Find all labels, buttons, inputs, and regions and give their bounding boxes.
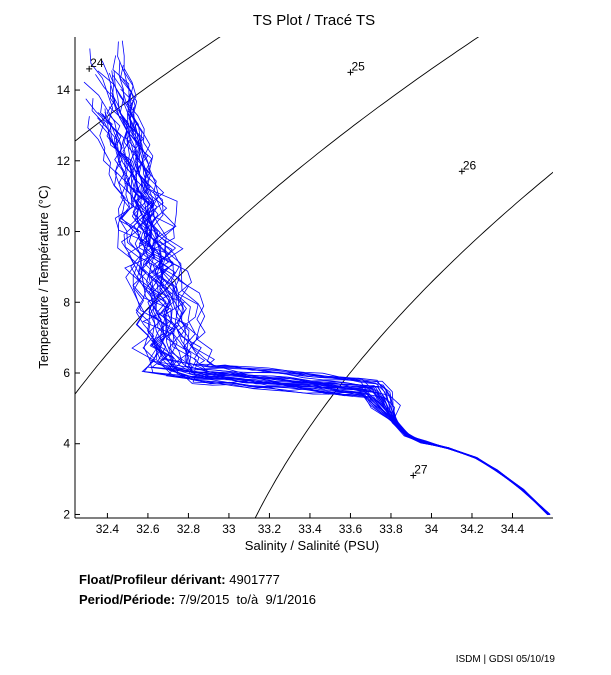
- ts-profile-line: [97, 70, 550, 515]
- ts-profile-line: [119, 115, 550, 515]
- ts-profile-line: [119, 65, 550, 515]
- ts-profile-line: [123, 120, 549, 516]
- ts-profile-line: [108, 106, 549, 516]
- isopycnal-marker: [410, 472, 417, 479]
- x-tick-label: 34: [425, 522, 439, 536]
- float-id-value: 4901777: [229, 572, 280, 587]
- x-tick-label: 33: [222, 522, 236, 536]
- y-tick-label: 12: [57, 154, 71, 168]
- isopycnal-line-25: [75, 37, 221, 142]
- isopycnal-line-27: [254, 171, 553, 518]
- isopycnal-line-24: [0, 2, 16, 550]
- x-axis-ticks: 32.4 32.6 32.8 33 33.2 33.4 33.6 33.8 34 34.2 34.4: [96, 513, 525, 536]
- x-tick-label: 33.4: [298, 522, 322, 536]
- ts-profile-line: [122, 78, 549, 515]
- x-tick-label: 32.4: [96, 522, 120, 536]
- y-axis-label: Temperature / Température (°C): [36, 185, 51, 368]
- isopycnal-marker: [86, 65, 93, 72]
- ts-profile-line: [97, 112, 551, 515]
- ts-profile-line: [111, 92, 549, 515]
- y-tick-label: 6: [63, 366, 70, 380]
- period-info-label: Period/Période:: [79, 592, 176, 607]
- ts-profile-line: [131, 107, 550, 515]
- isopycnal-marker: [347, 69, 354, 76]
- ts-profile-line: [102, 113, 550, 515]
- period-value: 7/9/2015 to/à 9/1/2016: [178, 592, 317, 607]
- ts-profile-line: [117, 41, 549, 515]
- ts-profile-line: [112, 74, 550, 515]
- y-tick-label: 14: [57, 83, 71, 97]
- isopycnal-line-26: [75, 37, 480, 395]
- credit-text: ISDM | GDSI 05/10/19: [455, 654, 555, 665]
- x-tick-label: 33.2: [258, 522, 282, 536]
- isopycnal-labels: 24 25 26 27: [86, 56, 477, 479]
- isopycnal-label-26: 26: [463, 158, 477, 172]
- float-info: Float/Profileur dérivant: 4901777: [79, 571, 280, 589]
- ts-profile-line: [120, 88, 551, 515]
- x-tick-label: 34.2: [460, 522, 484, 536]
- ts-profile-line: [126, 113, 551, 515]
- chart-title: TS Plot / Tracé TS: [253, 12, 375, 29]
- x-tick-label: 32.6: [136, 522, 160, 536]
- isopycnal-marker: [458, 168, 465, 175]
- float-info-label: Float/Profileur dérivant:: [79, 572, 226, 587]
- isopycnal-label-24: 24: [90, 56, 104, 70]
- plot-area: [75, 37, 553, 518]
- ts-profile-line: [111, 70, 549, 515]
- y-tick-label: 4: [63, 437, 70, 451]
- x-tick-label: 33.8: [379, 522, 403, 536]
- y-tick-label: 8: [63, 295, 70, 309]
- period-info: Period/Période: 7/9/2015 to/à 9/1/2016: [79, 591, 316, 609]
- ts-profiles: [83, 40, 551, 516]
- ts-profile-line: [91, 98, 549, 515]
- y-axis-ticks: 2 4 6 8 10 12 14: [57, 83, 80, 521]
- isopycnal-lines: [0, 2, 553, 550]
- y-tick-label: 2: [63, 507, 70, 521]
- isopycnal-label-25: 25: [351, 59, 365, 73]
- ts-profile-line: [118, 61, 550, 515]
- x-axis-label: Salinity / Salinité (PSU): [245, 538, 379, 553]
- ts-profile-line: [112, 55, 550, 515]
- isopycnal-label-27: 27: [414, 463, 428, 477]
- y-tick-label: 10: [57, 225, 71, 239]
- ts-profile-line: [108, 72, 550, 515]
- ts-profile-line: [101, 60, 550, 515]
- x-tick-label: 33.6: [339, 522, 363, 536]
- ts-profile-line: [121, 40, 550, 515]
- ts-profile-line: [123, 68, 551, 515]
- ts-profile-line: [104, 108, 549, 515]
- x-tick-label: 34.4: [501, 522, 525, 536]
- x-tick-label: 32.8: [177, 522, 201, 536]
- ts-profile-line: [128, 93, 550, 515]
